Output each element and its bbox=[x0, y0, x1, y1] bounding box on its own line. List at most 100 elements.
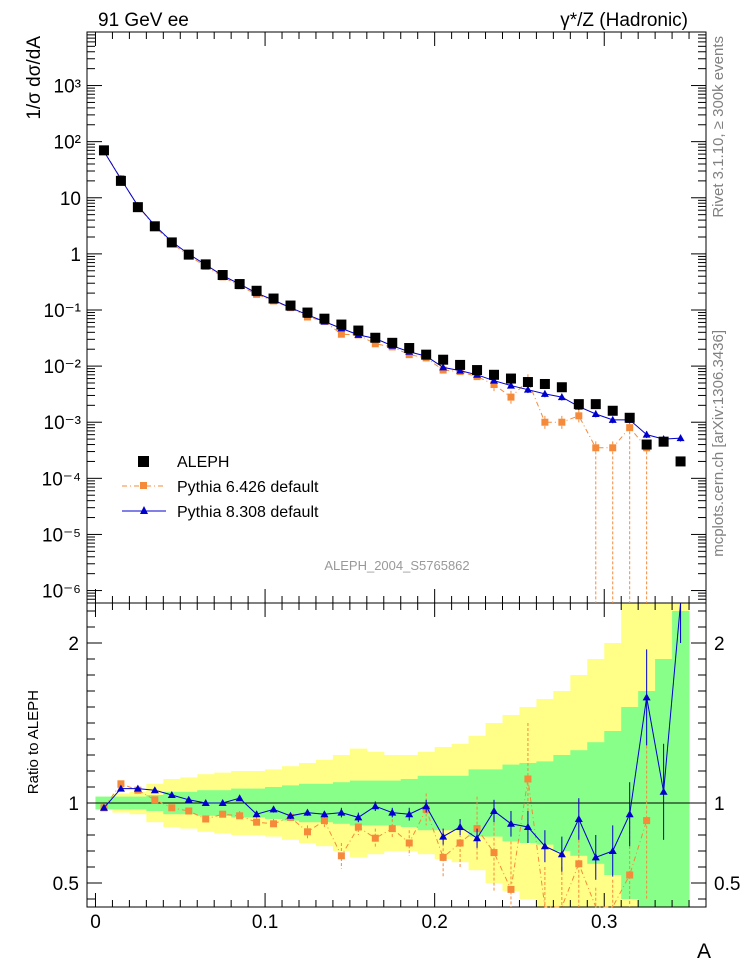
aleph-point bbox=[98, 145, 109, 156]
x-tick-label: 0.1 bbox=[252, 912, 278, 933]
upper-y-tick-label: 10² bbox=[54, 133, 81, 154]
aleph-point bbox=[251, 285, 262, 296]
aleph-point bbox=[641, 439, 652, 450]
upper-y-tick-label: 10⁻⁵ bbox=[42, 525, 81, 546]
pythia8-ratio-point bbox=[184, 795, 193, 803]
upper-y-axis-label: 1/σ dσ/dA bbox=[24, 36, 45, 120]
header-right: γ*/Z (Hadronic) bbox=[560, 10, 688, 31]
pythia8-ratio-point bbox=[557, 850, 566, 858]
pythia8-point bbox=[642, 430, 651, 438]
aleph-point bbox=[489, 369, 500, 380]
pythia8-ratio-point bbox=[591, 853, 600, 861]
pythia8-point bbox=[506, 381, 515, 389]
lower-y-tick-label-right: 1 bbox=[714, 794, 725, 815]
aleph-point bbox=[370, 332, 381, 343]
header-left: 91 GeV ee bbox=[98, 10, 189, 31]
aleph-point bbox=[590, 399, 601, 410]
pythia6-ratio-point bbox=[626, 871, 634, 879]
lower-y-tick-label: 2 bbox=[68, 634, 79, 655]
pythia6-ratio-point bbox=[168, 804, 176, 812]
pythia6-ratio-point bbox=[507, 885, 515, 893]
pythia6-ratio-point bbox=[456, 839, 464, 847]
upper-y-tick-label: 10⁻¹ bbox=[44, 301, 82, 322]
lower-y-tick-label-right: 2 bbox=[714, 634, 725, 655]
aleph-point bbox=[404, 343, 415, 354]
pythia8-point bbox=[490, 376, 499, 384]
pythia8-ratio-point bbox=[506, 819, 515, 827]
pythia8-point bbox=[557, 393, 566, 401]
pythia8-ratio-point bbox=[133, 784, 142, 792]
pythia8-ratio-point bbox=[608, 847, 617, 854]
pythia6-line bbox=[103, 150, 648, 449]
pythia8-line bbox=[103, 151, 681, 440]
lower-y-tick-label: 0.5 bbox=[53, 874, 79, 895]
pythia8-ratio-point bbox=[167, 791, 176, 798]
pythia8-ratio-point bbox=[490, 807, 499, 814]
pythia6-ratio-point bbox=[303, 828, 311, 836]
pythia6-ratio-point bbox=[236, 812, 244, 820]
upper-y-tick-label: 10⁻² bbox=[44, 357, 82, 378]
x-tick-label: 0.3 bbox=[591, 912, 617, 933]
aleph-point bbox=[455, 359, 466, 370]
pythia8-ratio-point bbox=[439, 832, 448, 840]
legend-marker-pythia8 bbox=[140, 506, 148, 514]
pythia8-ratio-point bbox=[150, 786, 159, 794]
legend-label-aleph: ALEPH bbox=[177, 454, 229, 471]
aleph-point bbox=[607, 405, 618, 416]
uncertainty-band-inner bbox=[672, 611, 690, 907]
aleph-point bbox=[183, 249, 194, 260]
pythia6-point bbox=[609, 444, 617, 452]
pythia8-ratio-point bbox=[405, 810, 414, 818]
aleph-point bbox=[675, 456, 686, 467]
pythia6-ratio-point bbox=[253, 818, 261, 826]
pythia8-ratio-point bbox=[286, 811, 295, 819]
lower-y-tick-label-right: 0.5 bbox=[714, 874, 740, 895]
pythia8-ratio-point bbox=[523, 823, 532, 830]
aleph-point bbox=[387, 337, 398, 348]
aleph-point bbox=[285, 300, 296, 311]
pythia6-ratio-point bbox=[643, 817, 651, 825]
aleph-point bbox=[505, 373, 516, 384]
x-axis-label: A bbox=[697, 940, 711, 963]
aleph-point bbox=[353, 325, 364, 336]
pythia6-point bbox=[592, 444, 600, 452]
upper-y-tick-label: 10³ bbox=[54, 77, 81, 98]
pythia6-point bbox=[490, 381, 498, 389]
pythia8-ratio-point bbox=[473, 834, 482, 842]
lower-y-tick-label: 1 bbox=[68, 794, 79, 815]
pythia6-ratio-point bbox=[371, 834, 379, 842]
pythia8-ratio-point bbox=[422, 802, 431, 810]
pythia8-ratio-point bbox=[371, 802, 380, 810]
pythia8-ratio-point bbox=[388, 808, 397, 816]
aleph-point bbox=[132, 202, 143, 213]
pythia6-ratio-point bbox=[354, 823, 362, 831]
pythia6-ratio-point bbox=[439, 853, 447, 861]
pythia6-ratio-point bbox=[524, 775, 532, 783]
aleph-point bbox=[658, 436, 669, 447]
aleph-point bbox=[421, 349, 432, 360]
legend-marker-aleph bbox=[138, 456, 149, 467]
pythia6-point bbox=[507, 393, 515, 401]
pythia8-ratio-point bbox=[354, 813, 363, 821]
pythia8-point bbox=[676, 434, 685, 442]
pythia6-ratio-point bbox=[405, 839, 413, 847]
pythia8-ratio-point bbox=[201, 799, 210, 806]
pythia6-point bbox=[575, 412, 583, 420]
pythia6-ratio-point bbox=[219, 810, 227, 818]
aleph-point bbox=[302, 307, 313, 318]
pythia8-ratio-point bbox=[659, 787, 668, 795]
pythia6-point bbox=[371, 340, 379, 348]
pythia6-ratio-point bbox=[490, 849, 498, 857]
pythia8-ratio-point bbox=[320, 810, 329, 818]
pythia8-ratio-point bbox=[235, 794, 244, 802]
pythia6-ratio-point bbox=[151, 796, 159, 804]
aleph-point bbox=[166, 237, 177, 248]
legend: ALEPH Pythia 6.426 default Pythia 8.308 … bbox=[122, 454, 319, 521]
aleph-point bbox=[115, 175, 126, 186]
pythia8-point bbox=[540, 389, 549, 397]
pythia8-ratio-point bbox=[252, 810, 261, 818]
aleph-point bbox=[438, 354, 449, 365]
upper-y-tick-label: 1 bbox=[70, 245, 81, 266]
pythia8-point bbox=[456, 366, 465, 374]
